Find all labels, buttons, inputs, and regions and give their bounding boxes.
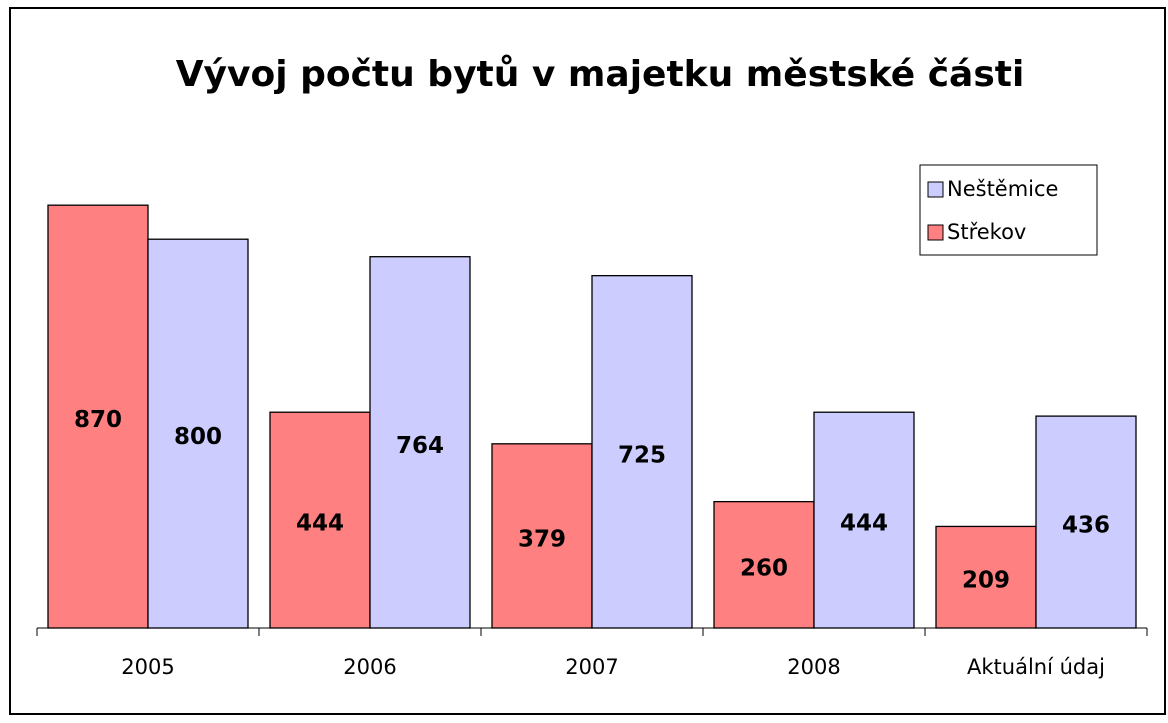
data-label: 444 xyxy=(296,511,344,537)
x-tick-label: 2008 xyxy=(787,655,840,679)
legend-label: Střekov xyxy=(947,220,1026,244)
x-tick-label: 2007 xyxy=(565,655,618,679)
data-label: 436 xyxy=(1062,513,1110,539)
bar xyxy=(47,204,149,629)
data-label: 764 xyxy=(396,433,444,459)
bar xyxy=(813,411,915,629)
x-tick-label: Aktuální údaj xyxy=(967,655,1105,679)
x-tick-label: 2006 xyxy=(343,655,396,679)
legend-swatch xyxy=(927,181,944,198)
bar xyxy=(369,256,471,629)
data-label: 800 xyxy=(174,424,222,450)
x-tick-label: 2005 xyxy=(121,655,174,679)
legend-label: Neštěmice xyxy=(947,177,1058,201)
chart-title: Vývoj počtu bytů v majetku městské části xyxy=(176,54,1025,95)
data-label: 260 xyxy=(740,555,788,581)
legend-swatch xyxy=(927,224,944,241)
data-label: 444 xyxy=(840,511,888,537)
bar xyxy=(591,274,693,629)
data-label: 870 xyxy=(74,407,122,433)
bar xyxy=(269,411,371,629)
data-label: 725 xyxy=(618,442,666,468)
bar xyxy=(1035,415,1137,629)
legend-box xyxy=(919,164,1098,256)
data-label: 209 xyxy=(962,568,1010,594)
bar xyxy=(147,238,249,629)
data-label: 379 xyxy=(518,526,566,552)
